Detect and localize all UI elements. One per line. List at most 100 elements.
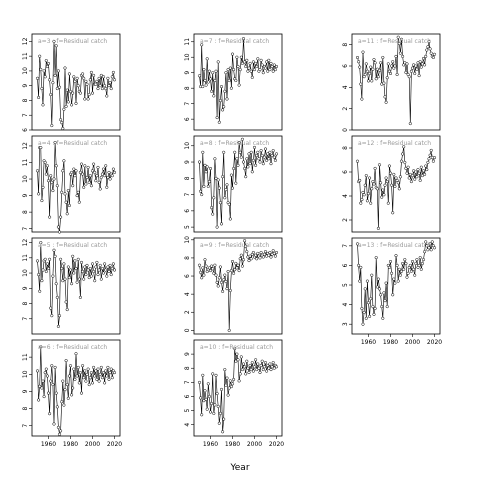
data-point: [48, 257, 52, 261]
data-point: [396, 279, 400, 283]
data-point: [371, 305, 375, 309]
data-point: [197, 74, 202, 78]
x-tick-label: 2020: [269, 441, 284, 448]
data-point: [425, 168, 429, 172]
data-point: [79, 391, 84, 395]
data-point: [396, 35, 400, 39]
data-point: [203, 163, 207, 167]
data-point: [59, 118, 63, 122]
data-point: [51, 274, 55, 278]
y-tick-label: 7: [22, 113, 29, 117]
data-point: [394, 176, 398, 180]
data-point: [111, 167, 115, 171]
data-point: [361, 190, 365, 194]
data-point: [41, 379, 45, 383]
data-point: [233, 268, 237, 272]
data-point: [199, 189, 203, 193]
data-point: [255, 64, 259, 69]
data-point: [360, 306, 364, 311]
data-point: [249, 257, 253, 261]
data-point: [427, 157, 431, 161]
data-point: [241, 258, 246, 262]
data-point: [202, 184, 206, 188]
data-point: [61, 169, 65, 173]
data-point: [217, 421, 221, 425]
data-point: [227, 202, 231, 206]
data-point: [380, 305, 384, 309]
data-point: [232, 68, 236, 72]
data-point: [267, 157, 271, 161]
data-point: [212, 271, 216, 275]
y-tick-label: 7: [22, 424, 29, 428]
y-tick-label: 6: [22, 128, 29, 132]
panel-frame: [351, 237, 441, 335]
data-point: [95, 377, 99, 381]
data-point: [107, 377, 111, 381]
data-point: [49, 306, 53, 310]
data-point: [385, 305, 389, 309]
data-point: [406, 165, 410, 169]
data-point: [203, 78, 207, 83]
data-point: [248, 363, 252, 367]
data-point: [96, 87, 100, 91]
data-point: [103, 174, 107, 178]
y-tick-label: 6: [184, 117, 191, 121]
data-point: [228, 66, 232, 70]
data-point: [70, 170, 74, 174]
series-line: [37, 242, 115, 327]
data-point: [108, 81, 112, 85]
y-tick-label: 0: [184, 328, 191, 332]
data-point: [71, 254, 75, 258]
data-point: [200, 43, 204, 47]
data-point: [223, 89, 227, 93]
data-point: [52, 177, 56, 181]
data-point: [218, 201, 222, 205]
data-point: [225, 376, 229, 380]
data-point: [260, 63, 264, 67]
data-point: [236, 263, 240, 267]
data-point: [368, 176, 372, 180]
data-point: [425, 244, 429, 248]
data-point: [251, 158, 255, 162]
data-point: [254, 61, 258, 65]
data-point: [355, 242, 360, 246]
data-point: [237, 83, 241, 87]
panel: 4 5 6 7 8 9 1960 1980 2000 2020 a=10 : f=Residual …: [184, 339, 284, 448]
data-point: [90, 169, 95, 173]
data-point: [71, 386, 75, 390]
data-point: [84, 273, 88, 277]
data-point: [63, 277, 67, 281]
data-point: [428, 47, 432, 51]
data-point: [110, 376, 114, 380]
data-point: [64, 104, 68, 108]
data-point: [221, 430, 225, 434]
data-point: [364, 316, 368, 320]
data-point: [86, 367, 90, 371]
data-point: [65, 383, 69, 387]
data-point: [108, 177, 112, 181]
data-point: [221, 289, 225, 293]
data-point: [40, 199, 44, 203]
panel-frame: [193, 237, 283, 335]
data-point: [415, 67, 419, 71]
data-point: [89, 184, 93, 188]
y-tick-label: 4: [342, 85, 349, 89]
data-point: [109, 87, 113, 91]
data-point: [385, 76, 389, 80]
data-point: [224, 188, 228, 192]
data-point: [393, 184, 397, 188]
data-point: [63, 192, 67, 196]
data-point: [255, 257, 259, 261]
data-point: [234, 181, 238, 185]
data-point: [37, 273, 41, 277]
data-point: [265, 369, 269, 373]
y-tick-label: 7: [22, 227, 29, 231]
data-point: [99, 365, 103, 369]
panel-title: a=8 : f=Residual catch: [200, 140, 269, 147]
data-point: [97, 379, 101, 383]
data-point: [96, 165, 100, 169]
data-point: [247, 259, 251, 263]
x-tick-label: 1980: [225, 441, 240, 448]
y-tick-label: 11: [184, 38, 191, 46]
data-point: [63, 66, 67, 70]
